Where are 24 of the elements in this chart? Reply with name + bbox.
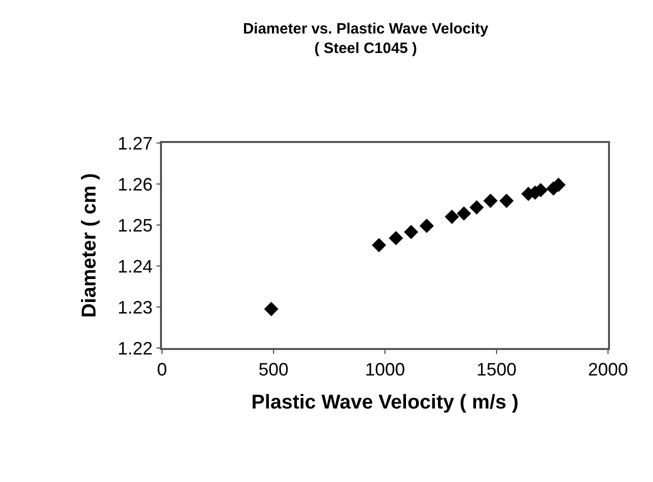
y-tick-label: 1.24 (118, 256, 153, 276)
chart-title: Diameter vs. Plastic Wave Velocity ( Steel C1045 ) (242, 20, 490, 58)
point (499, 194, 514, 208)
y-tick-label: 1.27 (118, 133, 153, 154)
point (372, 238, 386, 252)
point (404, 224, 418, 240)
x-axis-title: Plastic Wave Velocity ( m/s ) (251, 391, 519, 414)
y-tick-label: 1.22 (118, 338, 153, 358)
point (470, 200, 484, 215)
y-tick-label: 1.25 (118, 215, 153, 236)
x-tick-label: 2000 (588, 359, 628, 380)
point (420, 218, 434, 233)
point (483, 194, 498, 208)
x-tick-label: 1500 (476, 359, 517, 380)
y-axis-title: Diameter ( cm ) (78, 173, 101, 318)
point (444, 210, 460, 224)
point (264, 302, 278, 316)
x-tick-label: 1000 (364, 359, 406, 380)
x-tick-label: 500 (258, 359, 289, 380)
point (456, 206, 472, 221)
point (388, 230, 404, 246)
x-tick-label: 0 (156, 359, 168, 380)
y-tick-label: 1.23 (118, 297, 153, 318)
y-tick-label: 1.26 (118, 174, 153, 194)
